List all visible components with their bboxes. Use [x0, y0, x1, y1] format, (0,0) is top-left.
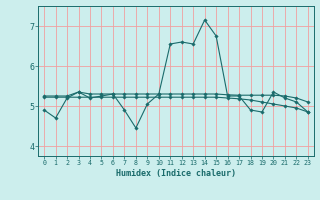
- X-axis label: Humidex (Indice chaleur): Humidex (Indice chaleur): [116, 169, 236, 178]
